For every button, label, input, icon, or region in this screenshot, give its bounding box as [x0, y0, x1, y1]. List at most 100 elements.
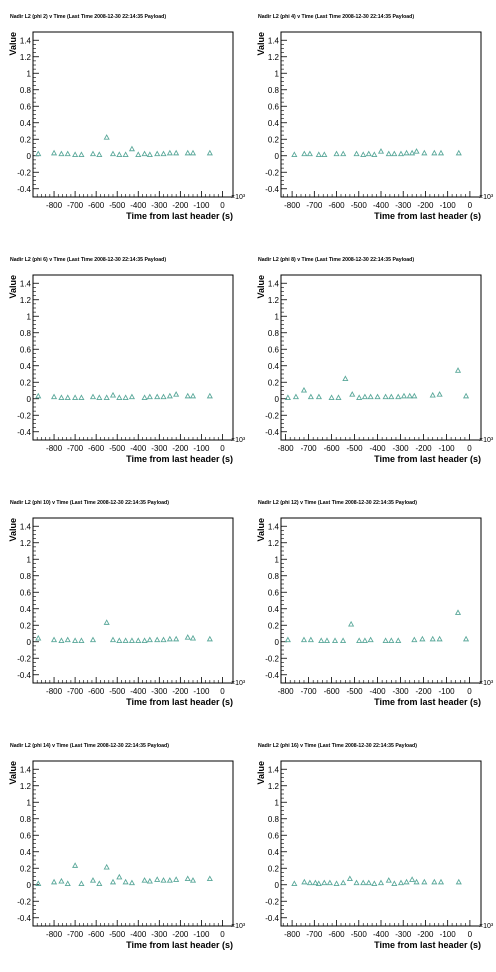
x-tick-label: 0 — [467, 444, 472, 453]
x-tick-label: -100 — [193, 930, 210, 939]
x-tick-label: -700 — [67, 930, 84, 939]
y-tick-label: 1.4 — [268, 279, 280, 288]
y-axis-label: Value — [8, 518, 18, 542]
data-point — [340, 150, 347, 157]
data-point — [58, 394, 65, 400]
data-point — [291, 151, 298, 157]
x-tick-label: -700 — [301, 444, 318, 453]
data-point — [340, 637, 347, 643]
data-point — [385, 150, 392, 157]
plot-frame — [280, 517, 482, 684]
data-point — [395, 393, 402, 400]
x-multiplier-label: ×10³ — [479, 923, 494, 930]
y-tick-label: 0.4 — [20, 848, 32, 857]
x-tick-label: 0 — [220, 930, 225, 939]
data-point — [160, 877, 167, 883]
data-point — [353, 879, 360, 886]
data-point — [342, 375, 349, 382]
y-tick-label: -0.2 — [17, 168, 31, 177]
data-point — [436, 635, 443, 642]
y-tick-label: 0 — [275, 881, 280, 890]
y-tick-label: 1.4 — [20, 279, 32, 288]
y-tick-label: 1.4 — [20, 765, 32, 774]
y-tick-label: 0.2 — [268, 864, 280, 873]
data-point — [284, 636, 291, 643]
y-tick-label: 1 — [27, 312, 32, 321]
data-point — [160, 150, 167, 157]
data-point — [436, 391, 443, 397]
chart-panel: Nadir L2 (phi 12) v Time (Last Time 2008… — [256, 500, 494, 707]
chart-panel: Nadir L2 (phi 16) v Time (Last Time 2008… — [256, 743, 494, 950]
data-point — [306, 150, 313, 157]
data-point — [360, 879, 367, 886]
data-point — [429, 635, 436, 642]
data-point — [96, 394, 103, 400]
x-tick-label: -700 — [306, 930, 323, 939]
y-tick-label: -0.2 — [17, 654, 31, 663]
data-point — [312, 879, 319, 886]
x-tick-label: -100 — [440, 201, 457, 210]
y-tick-label: 1.4 — [20, 522, 32, 531]
x-tick-label: -100 — [439, 687, 456, 696]
y-tick-label: 0 — [27, 638, 32, 647]
data-point — [128, 393, 136, 400]
x-multiplier-label: ×10³ — [231, 437, 246, 444]
data-point — [315, 151, 322, 157]
y-tick-label: 1.2 — [20, 53, 32, 62]
data-point — [103, 863, 110, 870]
x-axis-label: Time from last header (s) — [374, 940, 481, 950]
data-point — [35, 392, 42, 399]
data-point — [116, 873, 123, 880]
data-point — [72, 637, 79, 643]
y-tick-label: 0.2 — [268, 378, 280, 387]
x-tick-label: -800 — [46, 201, 63, 210]
y-axis-label: Value — [256, 32, 266, 56]
y-axis-label: Value — [8, 32, 18, 56]
x-tick-label: -400 — [130, 444, 147, 453]
data-point — [141, 877, 148, 883]
y-tick-label: 0.6 — [268, 588, 280, 597]
x-tick-label: -500 — [351, 930, 368, 939]
x-axis-label: Time from last header (s) — [126, 454, 233, 464]
data-point — [292, 393, 300, 400]
data-point — [72, 151, 79, 157]
data-point — [189, 392, 197, 399]
x-tick-label: -700 — [67, 444, 84, 453]
data-point — [413, 148, 420, 154]
data-point — [160, 636, 167, 643]
data-point — [184, 149, 191, 156]
data-point — [206, 635, 213, 642]
x-tick-label: -300 — [395, 201, 412, 210]
x-multiplier-label: ×10³ — [231, 194, 246, 201]
chart-panel: Nadir L2 (phi 14) v Time (Last Time 2008… — [8, 743, 246, 950]
data-point — [154, 876, 161, 882]
data-point — [397, 879, 405, 886]
y-tick-label: -0.2 — [265, 654, 279, 663]
data-point — [356, 637, 363, 643]
y-tick-label: -0.4 — [265, 671, 279, 680]
data-point — [328, 394, 335, 400]
data-point — [50, 878, 58, 885]
data-point — [421, 878, 428, 885]
x-tick-label: -400 — [370, 687, 387, 696]
data-point — [431, 149, 438, 156]
data-point — [301, 878, 308, 885]
data-point — [78, 637, 85, 643]
data-point — [301, 150, 308, 157]
data-point — [50, 636, 58, 643]
x-tick-label: 0 — [468, 930, 473, 939]
y-tick-label: -0.2 — [265, 411, 279, 420]
data-point — [189, 634, 197, 641]
data-point — [184, 392, 191, 399]
data-point — [166, 635, 173, 642]
data-point — [321, 879, 328, 886]
data-point — [437, 878, 445, 885]
x-axis-label: Time from last header (s) — [374, 211, 481, 221]
y-tick-label: 1.4 — [20, 36, 32, 45]
chart-title: Nadir L2 (phi 12) v Time (Last Time 2008… — [258, 500, 417, 506]
data-point — [58, 150, 65, 157]
x-multiplier-label: ×10³ — [231, 680, 246, 687]
x-tick-label: -300 — [151, 930, 168, 939]
y-tick-label: -0.4 — [17, 914, 31, 923]
data-point — [50, 393, 58, 400]
